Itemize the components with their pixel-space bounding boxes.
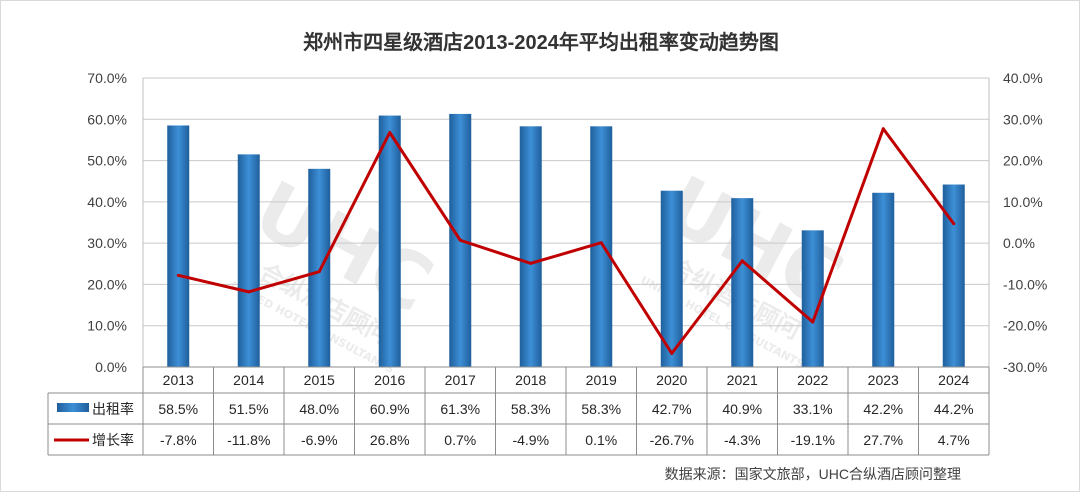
growth-value: -19.1%	[791, 432, 835, 448]
occupancy-value: 40.9%	[722, 401, 762, 417]
line-series	[176, 127, 956, 355]
y-left-tick: 70.0%	[87, 70, 127, 86]
line-point-2022	[811, 320, 815, 324]
source-note: 数据来源：国家文旅部，UHC合纵酒店顾问整理	[665, 466, 961, 482]
occupancy-value: 61.3%	[440, 401, 480, 417]
bar-2014	[237, 154, 260, 367]
occupancy-value: 33.1%	[793, 401, 833, 417]
x-tick-label: 2015	[304, 372, 335, 388]
y-right-tick: -10.0%	[1003, 276, 1047, 292]
x-tick-label: 2022	[797, 372, 828, 388]
bar-2023	[872, 192, 895, 367]
growth-value: 0.7%	[444, 432, 476, 448]
bar-2015	[308, 168, 331, 367]
line-point-2020	[670, 351, 674, 355]
legend-label-bar: 出租率	[92, 401, 134, 417]
growth-value: 4.7%	[938, 432, 970, 448]
growth-value: 26.8%	[370, 432, 410, 448]
x-tick-label: 2023	[868, 372, 899, 388]
y-left-tick: 30.0%	[87, 235, 127, 251]
bar-2018	[519, 126, 542, 367]
y-left-tick: 20.0%	[87, 276, 127, 292]
y-left-tick: 60.0%	[87, 111, 127, 127]
chart-title: 郑州市四星级酒店2013-2024年平均出租率变动趋势图	[303, 30, 779, 54]
growth-value: -26.7%	[650, 432, 694, 448]
line-point-2018	[529, 261, 533, 265]
growth-value: -4.3%	[724, 432, 761, 448]
line-point-2015	[317, 270, 321, 274]
growth-value: -4.9%	[512, 432, 549, 448]
y-right-tick: 40.0%	[1003, 70, 1043, 86]
occupancy-value: 42.2%	[863, 401, 903, 417]
y-right-tick: -20.0%	[1003, 318, 1047, 334]
occupancy-value: 48.0%	[299, 401, 339, 417]
bar-2020	[660, 190, 683, 367]
occupancy-value: 44.2%	[934, 401, 974, 417]
bar-2013	[167, 125, 190, 367]
growth-value: 0.1%	[585, 432, 617, 448]
x-tick-label: 2020	[656, 372, 687, 388]
x-tick-label: 2018	[515, 372, 546, 388]
y-axis-right: -30.0% -20.0% -10.0% 0.0% 10.0% 20.0% 30.0% 40.…	[1003, 70, 1047, 375]
x-tick-label: 2016	[374, 372, 405, 388]
bar-series	[167, 113, 965, 367]
line-point-2024	[952, 222, 956, 226]
y-left-tick: 40.0%	[87, 194, 127, 210]
bar-2022	[801, 230, 824, 367]
y-right-tick: 10.0%	[1003, 194, 1043, 210]
x-tick-label: 2017	[445, 372, 476, 388]
growth-value: -7.8%	[160, 432, 197, 448]
bar-2019	[590, 126, 613, 367]
growth-value: 27.7%	[863, 432, 903, 448]
occupancy-value: 58.3%	[581, 401, 621, 417]
occupancy-value: 51.5%	[229, 401, 269, 417]
x-tick-label: 2019	[586, 372, 617, 388]
occupancy-value: 58.3%	[511, 401, 551, 417]
y-right-tick: 30.0%	[1003, 111, 1043, 127]
y-right-tick: 0.0%	[1003, 235, 1035, 251]
bar-2016	[378, 115, 401, 367]
occupancy-value: 60.9%	[370, 401, 410, 417]
y-left-tick: 50.0%	[87, 153, 127, 169]
line-point-2014	[247, 290, 251, 294]
y-left-tick: 0.0%	[95, 359, 127, 375]
occupancy-value: 58.5%	[158, 401, 198, 417]
bar-2024	[942, 184, 965, 367]
y-left-tick: 10.0%	[87, 318, 127, 334]
growth-value: -6.9%	[301, 432, 338, 448]
occupancy-value: 42.7%	[652, 401, 692, 417]
x-tick-label: 2013	[163, 372, 194, 388]
y-axis-left: 0.0% 10.0% 20.0% 30.0% 40.0% 50.0% 60.0% 70.0%	[87, 70, 127, 375]
x-tick-label: 2014	[233, 372, 264, 388]
line-point-2019	[599, 241, 603, 245]
line-point-2016	[388, 130, 392, 134]
line-point-2017	[458, 238, 462, 242]
legend-label-line: 增长率	[92, 432, 134, 448]
line-point-2013	[176, 273, 180, 277]
y-right-tick: 20.0%	[1003, 153, 1043, 169]
bar-2021	[731, 198, 754, 367]
growth-value: -11.8%	[227, 432, 270, 448]
growth-rate-line	[177, 127, 955, 355]
x-tick-label: 2024	[938, 372, 969, 388]
legend-key-bar	[57, 403, 89, 412]
y-right-tick: -30.0%	[1003, 359, 1047, 375]
line-point-2023	[881, 127, 885, 131]
x-tick-label: 2021	[727, 372, 758, 388]
line-point-2021	[740, 259, 744, 263]
data-table: 2013 2014 2015 2016 2017 2018 2019 2020 2021 2022…	[47, 366, 990, 456]
